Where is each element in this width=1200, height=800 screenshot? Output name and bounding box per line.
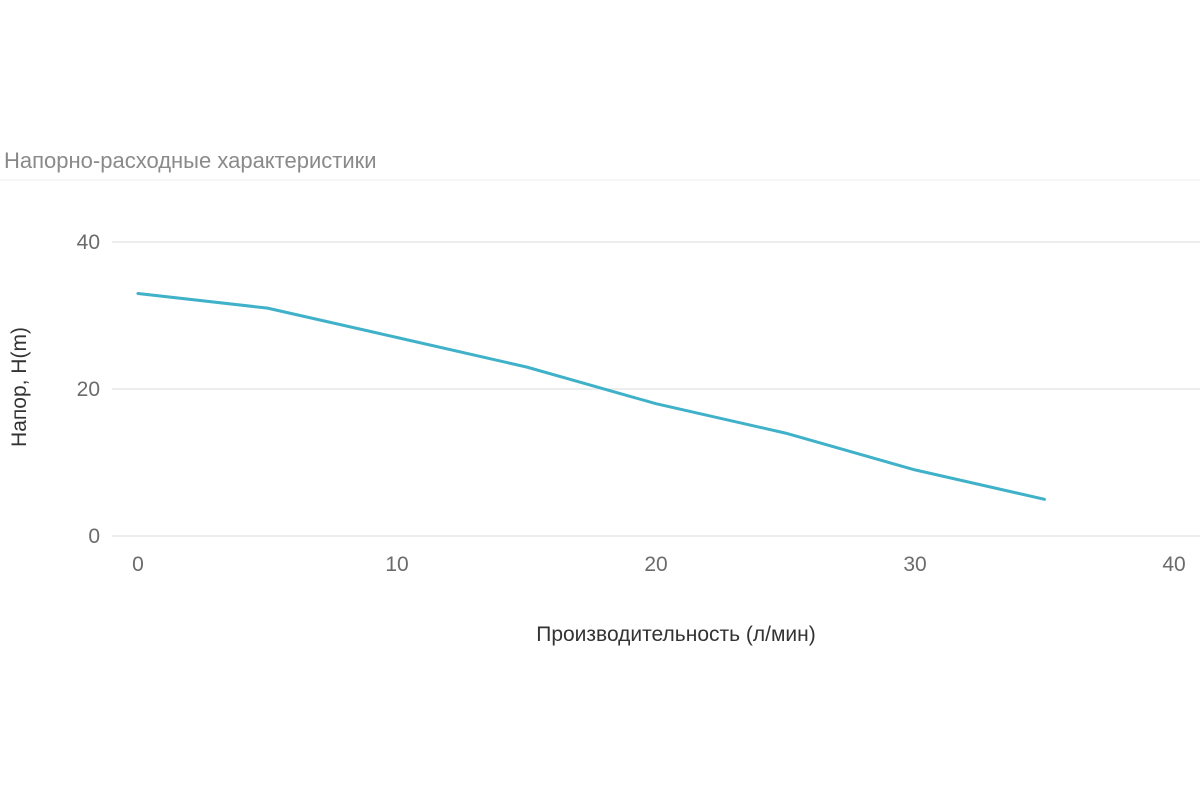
x-axis-ticks: 0 10 20 30 40: [132, 553, 1186, 576]
x-tick-label: 0: [132, 553, 144, 576]
y-axis-ticks: 0 20 40: [77, 231, 100, 548]
x-tick-label: 20: [644, 553, 667, 576]
x-tick-label: 30: [903, 553, 926, 576]
y-tick-label: 40: [77, 231, 100, 254]
chart-title: Напорно-расходные характеристики: [4, 148, 377, 173]
series-layer: [136, 292, 1046, 501]
x-axis-title: Производительность (л/мин): [536, 623, 816, 646]
series-line-0: [136, 292, 1046, 501]
x-tick-label: 10: [385, 553, 408, 576]
gridlines: [112, 241, 1200, 537]
y-tick-label: 20: [77, 378, 100, 401]
y-axis-title: Напор, H(m): [8, 327, 31, 447]
x-tick-label: 40: [1162, 553, 1185, 576]
y-tick-label: 0: [88, 525, 100, 548]
